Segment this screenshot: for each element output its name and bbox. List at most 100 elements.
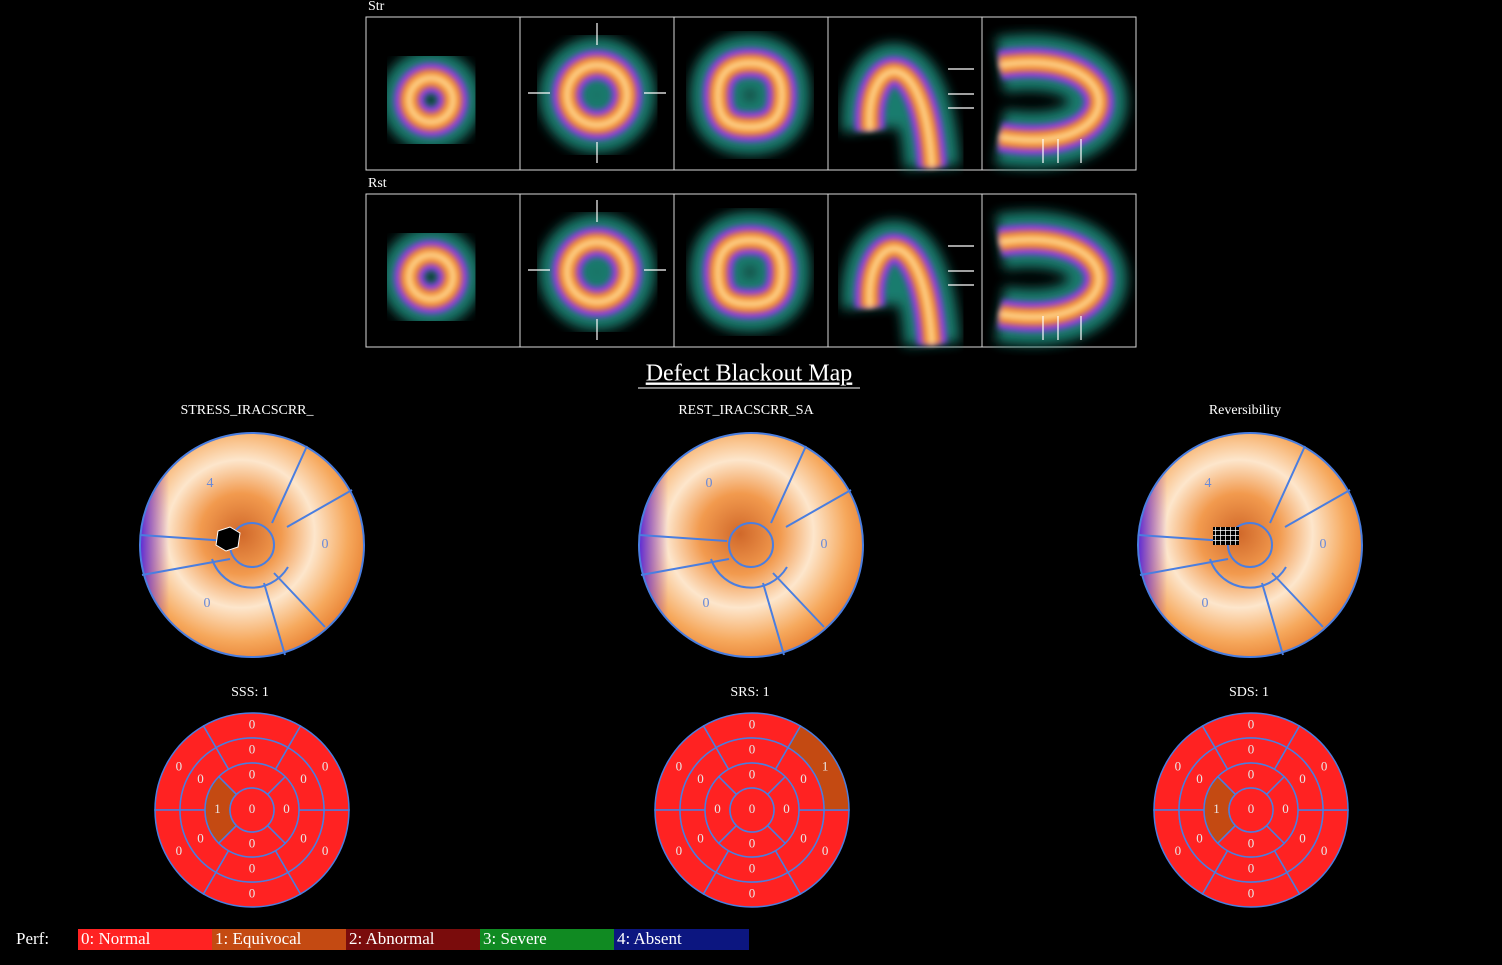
polar-edge: [1138, 433, 1362, 657]
segment-line: [1261, 582, 1284, 656]
segment-score: 0: [1175, 843, 1182, 858]
segment-line: [141, 558, 231, 576]
legend-text: 2: Abnormal: [349, 929, 435, 948]
segment-score: 0: [249, 766, 256, 781]
segment-score: 0: [197, 831, 204, 846]
defect: [215, 526, 241, 552]
segment-score: 0: [697, 771, 704, 786]
segment-score: 0: [676, 843, 683, 858]
legend-swatch: [614, 929, 749, 950]
segment-score: 0: [800, 831, 807, 846]
segment-line: [139, 534, 229, 542]
segment-score: 0: [322, 759, 329, 774]
segment: [1228, 787, 1274, 833]
segment-score: 0: [1321, 759, 1328, 774]
segment-score: 0: [1196, 831, 1203, 846]
polar-title: REST_IRACSCRR_SA: [678, 403, 814, 418]
polar-label: 0: [1202, 596, 1209, 611]
segment-line: [271, 445, 308, 524]
segment-score: 0: [749, 716, 756, 731]
segment: [229, 787, 275, 833]
ring-core: [999, 236, 1102, 320]
segment-score: 0: [749, 860, 756, 875]
segment-score: 0: [249, 835, 256, 850]
segment-line: [785, 489, 852, 528]
reversible-defect: [1213, 527, 1239, 545]
segment-line: [640, 558, 730, 576]
segment-line: [1269, 445, 1306, 524]
legend-text: 0: Normal: [81, 929, 151, 948]
segment-score: 0: [1248, 766, 1255, 781]
segment-line: [1137, 534, 1227, 542]
segment-score: 0: [1248, 835, 1255, 850]
segment-line: [772, 572, 825, 628]
ring-core: [999, 59, 1102, 143]
score-title: SRS: 1: [730, 685, 769, 700]
segment-score: 0: [1321, 843, 1328, 858]
segment-score: 0: [676, 759, 683, 774]
polar-edge: [140, 433, 364, 657]
segment-score: 0: [176, 759, 183, 774]
segment-line: [286, 489, 353, 528]
ring-core: [564, 239, 630, 305]
segment-score: 0: [697, 831, 704, 846]
segment-score: 0: [249, 860, 256, 875]
score-title: SSS: 1: [231, 685, 269, 700]
polar-label: 0: [1320, 537, 1327, 552]
segment-score: 0: [822, 843, 829, 858]
legend-swatch: [78, 929, 213, 950]
polar-title: STRESS_IRACSCRR_: [180, 403, 314, 418]
ring-core: [866, 68, 935, 168]
slice-panel: [827, 193, 983, 348]
ring-core: [866, 245, 935, 345]
segment: [729, 787, 775, 833]
legend: Perf: 0: Normal 1: Equivocal 2: Abnormal 3: …: [16, 929, 749, 950]
slice-panel: [827, 16, 983, 171]
segment-score: 0: [1248, 741, 1255, 756]
legend-swatch: [212, 929, 347, 950]
ring-core: [714, 236, 786, 308]
segment-score: 0: [714, 801, 721, 816]
segment-score: 0: [300, 771, 307, 786]
segment-score: 0: [249, 716, 256, 731]
polar-outline: [638, 432, 864, 658]
legend-swatch: [480, 929, 615, 950]
segment-line: [1284, 489, 1351, 528]
segment-line: [762, 582, 785, 656]
slice-panel: [981, 193, 1137, 348]
segment-score: 0: [176, 843, 183, 858]
ring-core: [714, 59, 786, 131]
segment-line: [770, 445, 807, 524]
slice-images: [365, 16, 1137, 348]
segment-score: 0: [249, 741, 256, 756]
ring-core: [406, 75, 457, 125]
segment-score: 0: [1282, 801, 1289, 816]
segment-score: 0: [249, 885, 256, 900]
row-label: Rst: [368, 176, 387, 191]
polar-label: 0: [322, 537, 329, 552]
segment-score: 0: [1248, 801, 1255, 816]
segment-score: 0: [749, 766, 756, 781]
slice-panel: [365, 193, 521, 348]
segment-score: 0: [1248, 860, 1255, 875]
legend-text: 3: Severe: [483, 929, 547, 948]
polar-label: 0: [204, 596, 211, 611]
segment-score: 0: [249, 801, 256, 816]
segment-score: 0: [749, 835, 756, 850]
ring-core: [406, 252, 457, 302]
segment-score: 0: [1299, 831, 1306, 846]
slice-panel: [365, 16, 521, 171]
polar-label: 0: [703, 596, 710, 611]
segment-score: 0: [300, 831, 307, 846]
segment-score: 0: [1248, 885, 1255, 900]
polar-label: 4: [207, 476, 214, 491]
segment-score: 1: [214, 801, 221, 816]
segment-score: 0: [197, 771, 204, 786]
polar-title: Reversibility: [1209, 403, 1281, 418]
legend-text: 1: Equivocal: [215, 929, 302, 948]
polar-outline: [139, 432, 365, 658]
segment-score: 0: [783, 801, 790, 816]
